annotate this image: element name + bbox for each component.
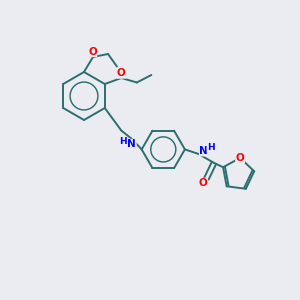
Text: O: O [88, 46, 97, 57]
Text: O: O [199, 178, 207, 188]
Text: H: H [207, 143, 215, 152]
Text: O: O [117, 68, 126, 78]
Text: N: N [200, 146, 208, 156]
Text: O: O [236, 153, 244, 163]
Text: H: H [119, 137, 127, 146]
Text: N: N [128, 139, 136, 149]
